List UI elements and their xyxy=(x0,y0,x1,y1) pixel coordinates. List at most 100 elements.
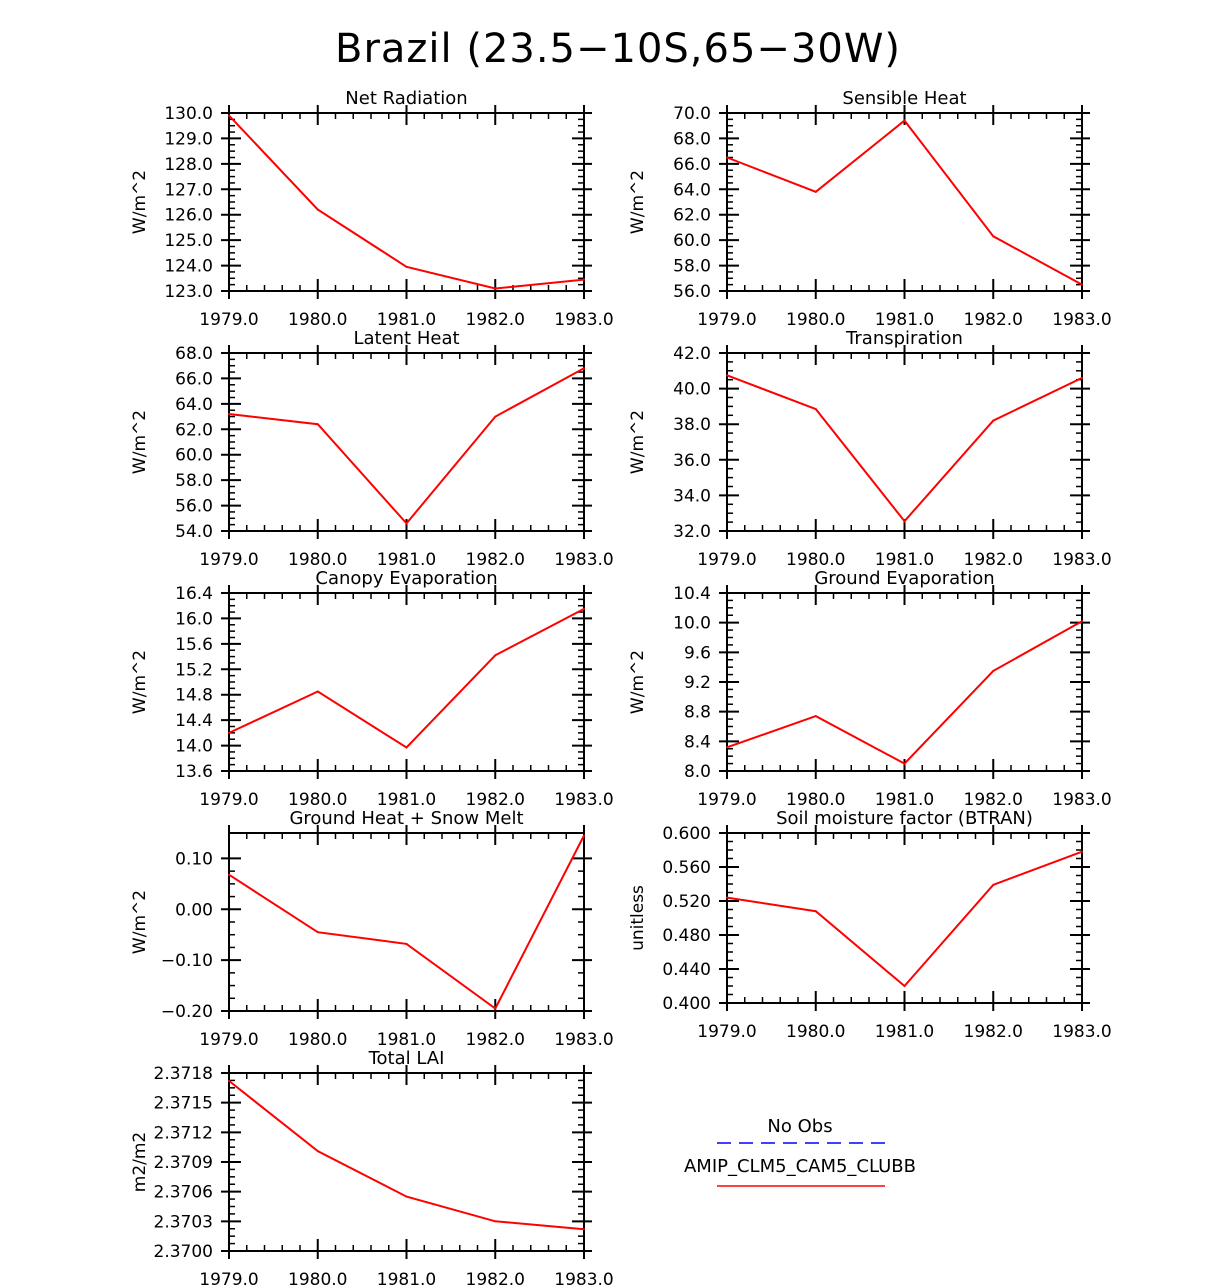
x-tick-label: 1983.0 xyxy=(554,310,613,330)
x-tick-label: 1981.0 xyxy=(377,1270,436,1285)
data-point xyxy=(405,746,408,749)
y-tick-label: 0.600 xyxy=(662,824,711,844)
plot-frame xyxy=(726,112,1083,292)
data-point xyxy=(494,287,497,290)
y-tick-label: −0.10 xyxy=(161,951,213,971)
x-tick-label: 1982.0 xyxy=(964,310,1023,330)
x-tick-label: 1981.0 xyxy=(875,1022,934,1042)
data-point xyxy=(583,1228,585,1231)
y-tick-label: 16.4 xyxy=(175,584,213,604)
x-tick-label: 1983.0 xyxy=(1052,550,1111,570)
data-point xyxy=(316,690,319,693)
data-point xyxy=(903,119,906,122)
plot-frame xyxy=(726,592,1083,772)
x-tick-label: 1980.0 xyxy=(288,1030,347,1050)
panel-title: Net Radiation xyxy=(345,88,467,109)
data-point xyxy=(1081,283,1083,286)
data-point xyxy=(316,1150,319,1153)
x-tick-label: 1979.0 xyxy=(199,790,258,810)
x-tick-label: 1979.0 xyxy=(199,1270,258,1285)
plot-frame xyxy=(228,352,585,532)
panel-title: Canopy Evaporation xyxy=(315,568,497,589)
y-tick-label: 2.3709 xyxy=(154,1153,213,1173)
x-tick-label: 1982.0 xyxy=(466,1030,525,1050)
data-point xyxy=(494,1220,497,1223)
legend-label-obs: No Obs xyxy=(767,1116,832,1137)
x-tick-label: 1980.0 xyxy=(288,310,347,330)
y-tick-label: 128.0 xyxy=(164,155,213,175)
y-tick-label: 54.0 xyxy=(175,522,213,542)
series-line-1 xyxy=(228,608,585,749)
panel-8: Soil moisture factor (BTRAN) unitless 1979… xyxy=(628,808,1112,1042)
panel-title: Soil moisture factor (BTRAN) xyxy=(776,808,1033,829)
y-tick-label: 8.4 xyxy=(684,732,711,752)
y-tick-label: 56.0 xyxy=(673,282,711,302)
y-tick-label: 8.0 xyxy=(684,762,711,782)
x-tick-label: 1979.0 xyxy=(199,550,258,570)
x-tick-label: 1979.0 xyxy=(697,550,756,570)
panel-9: Total LAI m2/m2 1979.0 1980.0 1981.0 1982.0 19… xyxy=(130,1048,614,1285)
y-tick-label: 13.6 xyxy=(175,762,213,782)
x-tick-label: 1981.0 xyxy=(875,310,934,330)
x-tick-label: 1981.0 xyxy=(377,1030,436,1050)
y-tick-label: 40.0 xyxy=(673,380,711,400)
plot-frame xyxy=(228,592,585,772)
y-tick-label: 58.0 xyxy=(175,471,213,491)
y-tick-label: 2.3706 xyxy=(154,1183,213,1203)
y-axis-label: W/m^2 xyxy=(130,650,150,714)
y-tick-label: 9.2 xyxy=(684,673,711,693)
series-line-1 xyxy=(726,850,1083,988)
panel-title: Ground Heat + Snow Melt xyxy=(289,808,523,829)
plot-frame xyxy=(228,112,585,292)
data-point xyxy=(228,1079,230,1082)
data-point xyxy=(583,278,585,281)
y-tick-label: 14.0 xyxy=(175,737,213,757)
panel-title: Latent Heat xyxy=(353,328,459,349)
data-point xyxy=(228,114,230,117)
data-point xyxy=(228,731,230,734)
y-tick-label: 56.0 xyxy=(175,497,213,517)
panel-title: Ground Evaporation xyxy=(814,568,994,589)
data-point xyxy=(814,910,817,913)
y-tick-label: 66.0 xyxy=(673,155,711,175)
x-tick-label: 1980.0 xyxy=(786,1022,845,1042)
panel-5: Canopy Evaporation W/m^2 1979.0 1980.0 1981.… xyxy=(130,568,614,810)
data-point xyxy=(583,834,585,837)
y-tick-label: 2.3718 xyxy=(154,1064,213,1084)
x-tick-label: 1979.0 xyxy=(697,310,756,330)
x-tick-label: 1982.0 xyxy=(964,790,1023,810)
x-tick-label: 1979.0 xyxy=(199,310,258,330)
y-tick-label: 2.3712 xyxy=(154,1123,213,1143)
x-tick-label: 1981.0 xyxy=(377,550,436,570)
x-tick-label: 1980.0 xyxy=(288,790,347,810)
x-tick-label: 1981.0 xyxy=(875,790,934,810)
series-line-1 xyxy=(228,1080,585,1231)
data-point xyxy=(726,156,728,159)
y-tick-label: 66.0 xyxy=(175,369,213,389)
panel-2: Sensible Heat W/m^2 1979.0 1980.0 1981.0 1982… xyxy=(628,88,1112,330)
x-tick-label: 1981.0 xyxy=(377,790,436,810)
y-tick-label: 60.0 xyxy=(175,446,213,466)
y-tick-label: 9.6 xyxy=(684,643,711,663)
data-point xyxy=(316,931,319,934)
panel-title: Sensible Heat xyxy=(842,88,966,109)
data-point xyxy=(1081,620,1083,623)
x-tick-label: 1979.0 xyxy=(199,1030,258,1050)
data-point xyxy=(992,883,995,886)
x-tick-label: 1979.0 xyxy=(697,790,756,810)
legend: No Obs AMIP_CLM5_CAM5_CLUBB xyxy=(684,1116,916,1187)
y-tick-label: 34.0 xyxy=(673,486,711,506)
data-point xyxy=(583,607,585,610)
y-tick-label: 123.0 xyxy=(164,282,213,302)
y-tick-label: 42.0 xyxy=(673,344,711,364)
series-line-1 xyxy=(228,835,585,1010)
data-point xyxy=(583,367,585,370)
y-tick-label: 62.0 xyxy=(175,420,213,440)
y-tick-label: 64.0 xyxy=(673,180,711,200)
y-axis-label: W/m^2 xyxy=(130,170,150,234)
series-line-1 xyxy=(726,374,1083,523)
x-tick-label: 1980.0 xyxy=(288,1270,347,1285)
x-tick-label: 1983.0 xyxy=(554,1270,613,1285)
data-point xyxy=(1081,850,1083,853)
